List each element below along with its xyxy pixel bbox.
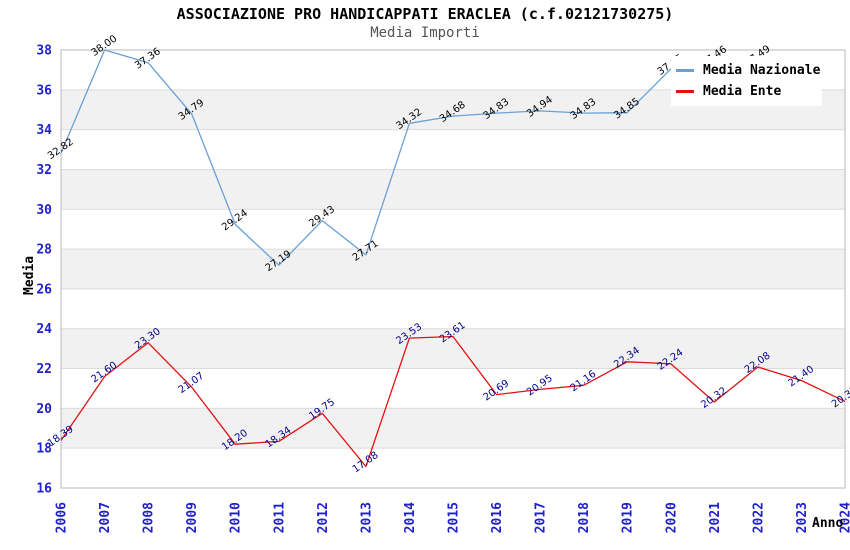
svg-text:29.24: 29.24 bbox=[220, 208, 250, 233]
chart-title: ASSOCIAZIONE PRO HANDICAPPATI ERACLEA (c… bbox=[176, 5, 674, 23]
svg-text:26: 26 bbox=[36, 282, 52, 297]
svg-text:20.95: 20.95 bbox=[525, 373, 555, 398]
svg-text:20.32: 20.32 bbox=[699, 385, 729, 410]
legend-item-media-nazionale: Media Nazionale bbox=[676, 60, 822, 81]
svg-text:34: 34 bbox=[36, 123, 52, 138]
svg-text:2006: 2006 bbox=[55, 502, 70, 533]
svg-text:2011: 2011 bbox=[272, 502, 287, 533]
svg-text:24: 24 bbox=[36, 322, 52, 337]
legend-label: Media Ente bbox=[703, 84, 782, 99]
svg-text:32: 32 bbox=[36, 163, 52, 178]
svg-text:2008: 2008 bbox=[142, 502, 157, 533]
svg-text:2014: 2014 bbox=[403, 502, 418, 533]
svg-text:22: 22 bbox=[36, 362, 52, 377]
svg-text:2019: 2019 bbox=[621, 502, 636, 533]
chart-subtitle: Media Importi bbox=[370, 25, 480, 41]
y-axis-title: Media bbox=[22, 255, 37, 295]
svg-text:38: 38 bbox=[36, 44, 52, 59]
svg-text:2017: 2017 bbox=[534, 502, 549, 533]
svg-text:2020: 2020 bbox=[664, 502, 679, 533]
svg-text:18: 18 bbox=[36, 442, 52, 457]
svg-text:28: 28 bbox=[36, 243, 52, 258]
svg-text:20.69: 20.69 bbox=[482, 378, 512, 403]
x-axis-title: Anno bbox=[812, 516, 844, 531]
svg-text:2021: 2021 bbox=[708, 502, 723, 533]
svg-text:2015: 2015 bbox=[447, 502, 462, 533]
svg-text:2023: 2023 bbox=[795, 502, 810, 533]
svg-text:2016: 2016 bbox=[490, 502, 505, 533]
svg-text:2024: 2024 bbox=[839, 502, 850, 533]
svg-text:36: 36 bbox=[36, 83, 52, 98]
svg-text:2012: 2012 bbox=[316, 502, 331, 533]
legend-item-media-ente: Media Ente bbox=[676, 81, 822, 102]
svg-text:16: 16 bbox=[36, 482, 52, 497]
legend: Media Nazionale Media Ente bbox=[671, 56, 822, 106]
svg-text:2009: 2009 bbox=[185, 502, 200, 533]
svg-text:30: 30 bbox=[36, 203, 52, 218]
svg-text:2007: 2007 bbox=[98, 502, 113, 533]
legend-label: Media Nazionale bbox=[703, 63, 821, 78]
svg-text:21.07: 21.07 bbox=[177, 371, 207, 396]
svg-text:20: 20 bbox=[36, 402, 52, 417]
legend-line-marker-red bbox=[676, 90, 694, 93]
legend-line-marker-blue bbox=[676, 69, 694, 72]
svg-text:2013: 2013 bbox=[359, 502, 374, 533]
svg-text:2010: 2010 bbox=[229, 502, 244, 533]
svg-text:20.35: 20.35 bbox=[830, 385, 850, 410]
svg-text:21.16: 21.16 bbox=[569, 369, 599, 394]
svg-text:2018: 2018 bbox=[577, 502, 592, 533]
svg-text:2022: 2022 bbox=[751, 502, 766, 533]
